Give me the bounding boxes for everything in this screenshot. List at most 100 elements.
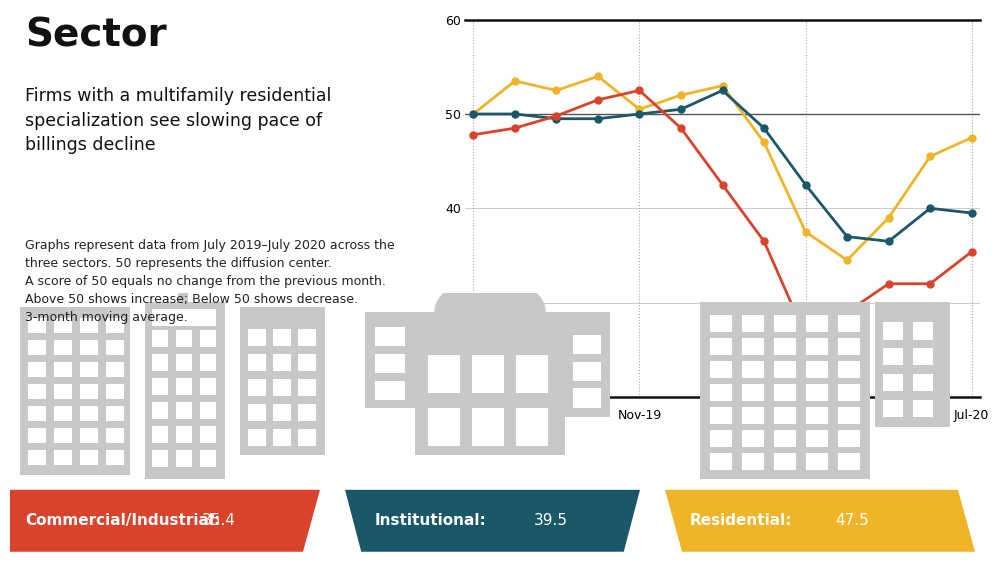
- Bar: [365, 312, 415, 408]
- Bar: [838, 315, 860, 332]
- Bar: [472, 355, 504, 393]
- Bar: [106, 450, 124, 465]
- Bar: [774, 430, 796, 447]
- Bar: [883, 348, 903, 365]
- Bar: [181, 290, 185, 294]
- Bar: [742, 384, 764, 401]
- Bar: [54, 339, 72, 355]
- Bar: [573, 335, 601, 354]
- Bar: [152, 354, 168, 371]
- Bar: [806, 315, 828, 332]
- Bar: [774, 453, 796, 470]
- Bar: [710, 361, 732, 378]
- Bar: [273, 404, 291, 421]
- Bar: [838, 406, 860, 424]
- Bar: [565, 312, 610, 417]
- Bar: [248, 404, 266, 421]
- Bar: [152, 402, 168, 419]
- Bar: [298, 379, 316, 396]
- Bar: [54, 361, 72, 377]
- Bar: [883, 400, 903, 417]
- Bar: [913, 323, 933, 339]
- Bar: [152, 309, 216, 326]
- Bar: [54, 384, 72, 399]
- Bar: [80, 361, 98, 377]
- Text: Sector: Sector: [25, 17, 167, 55]
- Bar: [152, 330, 168, 347]
- Bar: [248, 354, 266, 371]
- Bar: [176, 450, 192, 467]
- Bar: [298, 428, 316, 446]
- Bar: [28, 339, 46, 355]
- Polygon shape: [345, 490, 640, 552]
- Bar: [774, 338, 796, 355]
- Bar: [54, 318, 72, 333]
- Bar: [240, 307, 325, 455]
- Bar: [106, 361, 124, 377]
- Bar: [883, 374, 903, 391]
- Bar: [774, 315, 796, 332]
- Bar: [28, 384, 46, 399]
- Bar: [710, 406, 732, 424]
- Bar: [28, 361, 46, 377]
- Bar: [20, 307, 130, 475]
- Bar: [710, 430, 732, 447]
- Bar: [838, 453, 860, 470]
- Bar: [838, 384, 860, 401]
- Bar: [838, 430, 860, 447]
- Bar: [875, 302, 950, 427]
- Text: Graphs represent data from July 2019–July 2020 across the
three sectors. 50 repr: Graphs represent data from July 2019–Jul…: [25, 239, 395, 324]
- Bar: [54, 406, 72, 421]
- Bar: [248, 379, 266, 396]
- Bar: [176, 354, 192, 371]
- Bar: [152, 450, 168, 467]
- Polygon shape: [10, 490, 320, 552]
- Bar: [106, 384, 124, 399]
- Bar: [273, 379, 291, 396]
- Bar: [80, 339, 98, 355]
- Bar: [176, 426, 192, 443]
- Polygon shape: [435, 278, 545, 312]
- Bar: [710, 453, 732, 470]
- Bar: [80, 318, 98, 333]
- Bar: [80, 450, 98, 465]
- Bar: [710, 338, 732, 355]
- Bar: [200, 450, 216, 467]
- Bar: [54, 450, 72, 465]
- Bar: [200, 330, 216, 347]
- Bar: [573, 388, 601, 408]
- Bar: [54, 428, 72, 443]
- Bar: [28, 450, 46, 465]
- Bar: [200, 402, 216, 419]
- Bar: [774, 406, 796, 424]
- Bar: [375, 354, 405, 373]
- Bar: [742, 406, 764, 424]
- Bar: [80, 428, 98, 443]
- Text: Residential:: Residential:: [690, 513, 792, 528]
- Bar: [28, 318, 46, 333]
- Bar: [516, 355, 548, 393]
- Bar: [298, 404, 316, 421]
- Bar: [200, 426, 216, 443]
- Bar: [806, 453, 828, 470]
- Bar: [913, 348, 933, 365]
- Bar: [200, 378, 216, 395]
- Bar: [742, 430, 764, 447]
- Bar: [106, 318, 124, 333]
- Bar: [273, 329, 291, 346]
- Bar: [28, 428, 46, 443]
- Bar: [573, 361, 601, 381]
- Text: Commercial/Industrial:: Commercial/Industrial:: [26, 513, 221, 528]
- Text: 39.5: 39.5: [534, 513, 568, 528]
- Bar: [838, 338, 860, 355]
- Bar: [806, 338, 828, 355]
- Bar: [273, 354, 291, 371]
- Bar: [428, 408, 460, 446]
- Bar: [248, 428, 266, 446]
- Bar: [28, 406, 46, 421]
- Bar: [913, 374, 933, 391]
- Bar: [200, 354, 216, 371]
- Text: Firms with a multifamily residential
specialization see slowing pace of
billings: Firms with a multifamily residential spe…: [25, 87, 331, 154]
- Bar: [700, 302, 870, 479]
- Bar: [176, 402, 192, 419]
